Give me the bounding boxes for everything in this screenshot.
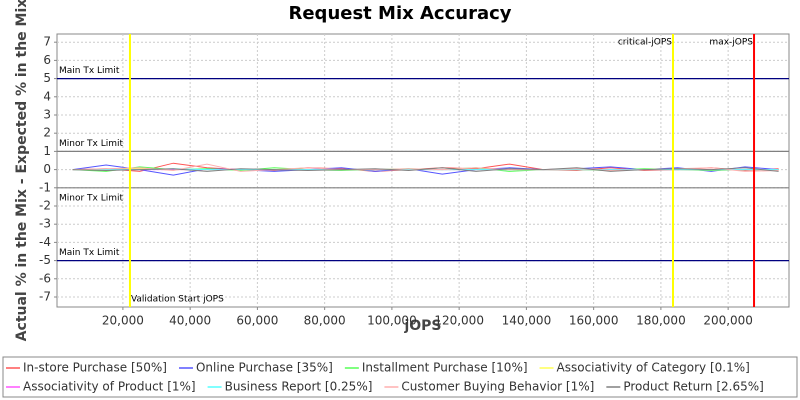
legend-label: Installment Purchase [10%] — [362, 361, 528, 375]
chart-title: Request Mix Accuracy — [288, 3, 511, 24]
x-axis-label: jOPS — [403, 318, 441, 334]
limit-label: Main Tx Limit — [59, 66, 120, 76]
x-tick-label: 80,000 — [304, 314, 346, 328]
y-tick-label: 0 — [43, 162, 51, 176]
x-tick-label: 20,000 — [102, 314, 144, 328]
x-tick-label: 140,000 — [502, 314, 552, 328]
x-tick-label: 120,000 — [434, 314, 484, 328]
legend-label: Associativity of Product [1%] — [23, 380, 196, 394]
marker-label: max-jOPS — [709, 38, 753, 48]
y-tick-label: -1 — [39, 180, 51, 194]
legend-label: In-store Purchase [50%] — [23, 361, 167, 375]
y-tick-label: -6 — [39, 271, 51, 285]
y-tick-label: 1 — [43, 144, 51, 158]
x-tick-label: 100,000 — [367, 314, 417, 328]
y-tick-label: -5 — [39, 253, 51, 267]
legend-label: Product Return [2.65%] — [623, 380, 764, 394]
y-axis-label: Actual % in the Mix - Expected % in the … — [14, 0, 30, 341]
y-tick-label: 5 — [43, 71, 51, 85]
x-tick-label: 60,000 — [236, 314, 278, 328]
legend-label: Customer Buying Behavior [1%] — [401, 380, 594, 394]
y-tick-label: 4 — [43, 89, 51, 103]
y-tick-label: 2 — [43, 126, 51, 140]
legend-label: Associativity of Category [0.1%] — [557, 361, 750, 375]
y-tick-label: 6 — [43, 53, 51, 67]
x-tick-label: 180,000 — [636, 314, 686, 328]
y-tick-label: -7 — [39, 289, 51, 303]
limit-label: Minor Tx Limit — [59, 193, 124, 203]
x-tick-label: 40,000 — [169, 314, 211, 328]
limit-label: Main Tx Limit — [59, 248, 120, 258]
limit-label: Minor Tx Limit — [59, 139, 124, 149]
marker-label: critical-jOPS — [618, 38, 672, 48]
plot-area — [56, 33, 790, 308]
series-line — [72, 167, 779, 172]
legend-box — [2, 356, 798, 398]
y-tick-label: -4 — [39, 235, 51, 249]
legend-label: Online Purchase [35%] — [196, 361, 333, 375]
x-tick-label: 200,000 — [703, 314, 753, 328]
marker-label: Validation Start jOPS — [131, 295, 224, 305]
x-tick-label: 160,000 — [569, 314, 619, 328]
y-tick-label: 3 — [43, 107, 51, 121]
y-tick-label: -2 — [39, 198, 51, 212]
legend-label: Business Report [0.25%] — [225, 380, 373, 394]
y-tick-label: -3 — [39, 217, 51, 231]
y-tick-label: 7 — [43, 35, 51, 49]
